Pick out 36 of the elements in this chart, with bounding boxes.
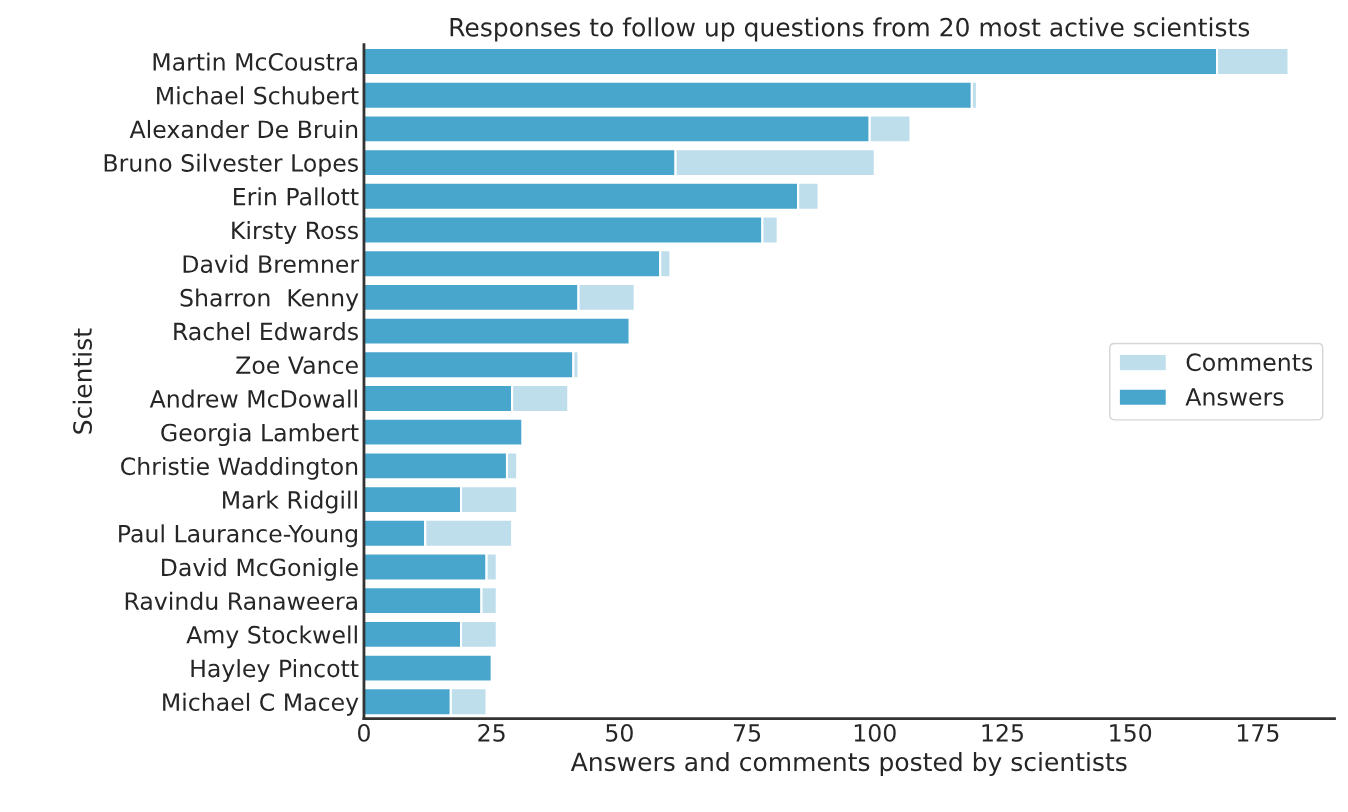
y-tick-label: Andrew McDowall — [149, 389, 357, 408]
y-tick-label: Michael C Macey — [163, 692, 359, 716]
x-tick-label: 25 — [478, 723, 505, 742]
x-tick-label: 0 — [358, 723, 370, 742]
y-tick-label: David McGonigle — [162, 558, 358, 581]
y-tick-label: Kirsty Ross — [232, 221, 358, 244]
y-tick-label: Mark Ridgill — [223, 490, 357, 514]
y-tick-label: Christie Waddington — [121, 456, 358, 480]
y-tick-label: Ravindu Ranaweera — [125, 591, 357, 610]
x-tick-label: 150 — [1110, 723, 1152, 742]
x-tick-label: 100 — [854, 723, 896, 742]
legend-label: Comments — [1186, 353, 1313, 372]
x-axis-title: Answers and comments posted by scientists — [570, 751, 1127, 777]
y-tick-label: Georgia Lambert — [161, 423, 359, 447]
y-tick-label: Martin McCoustra — [153, 52, 357, 71]
bar — [363, 653, 493, 683]
y-tick-label: Rachel Edwards — [174, 322, 358, 341]
y-tick-label: Zoe Vance — [236, 356, 358, 375]
x-tick-label: 50 — [606, 723, 633, 742]
y-tick-label: Bruno Silvester Lopes — [104, 153, 358, 177]
y-tick-label: Michael Schubert — [157, 86, 359, 105]
x-tick-label: 75 — [733, 724, 761, 742]
y-tick-label: Sharron Kenny — [180, 288, 359, 312]
y-tick-label: Amy Stockwell — [186, 625, 357, 649]
y-tick-label: Paul Laurance-Young — [119, 524, 357, 548]
bar — [363, 417, 524, 447]
x-tick-label: 125 — [982, 723, 1023, 742]
y-axis-title: Scientist — [72, 328, 92, 434]
y-tick-label: Alexander De Bruin — [129, 119, 358, 139]
legend-label: Answers — [1185, 388, 1284, 406]
x-tick-label: 175 — [1237, 724, 1279, 742]
y-tick-label: Hayley Pincott — [191, 659, 359, 682]
y-tick-label: Erin Pallott — [234, 187, 359, 206]
bar — [363, 316, 631, 346]
chart-title: Responses to follow up questions from 20 most active scientists — [450, 17, 1250, 42]
y-tick-label: David Bremner — [183, 254, 360, 273]
